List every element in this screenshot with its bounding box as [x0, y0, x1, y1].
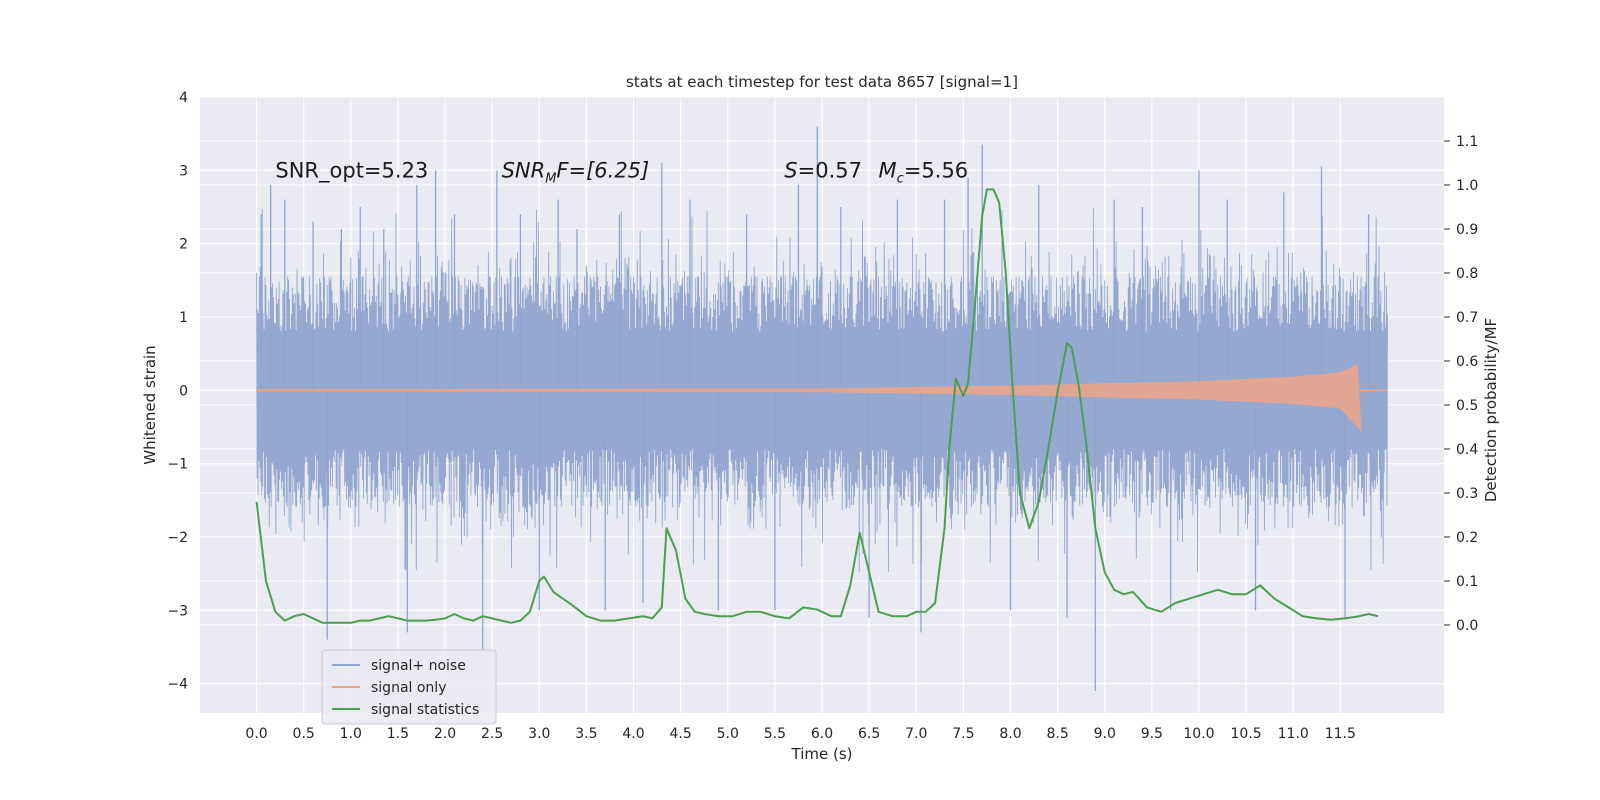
y2-axis-ticks: 0.0 0.1 0.2 0.3 0.4 0.5 0.6 0.7 0.8 0.9 1.0 1.1 — [1444, 134, 1478, 634]
x-tick-label: 7.5 — [952, 726, 974, 742]
y2-tick-label: 0.3 — [1456, 486, 1478, 502]
x-tick-label: 4.5 — [670, 726, 692, 742]
y-tick-label: −4 — [167, 677, 188, 693]
x-tick-label: 1.5 — [387, 726, 409, 742]
x-tick-label: 11.0 — [1278, 726, 1309, 742]
annotation-snr-mf-sub: M — [545, 172, 556, 187]
y-tick-label: 1 — [179, 310, 188, 326]
x-tick-label: 9.5 — [1141, 726, 1163, 742]
annotations: SNR_opt=5.23 SNRMF=[6.25] S=0.57 Mc=5.56 — [275, 159, 968, 187]
x-tick-label: 9.0 — [1094, 726, 1116, 742]
x-tick-label: 8.5 — [1046, 726, 1068, 742]
annotation-s-rest: =0.57 — [798, 159, 862, 183]
y-tick-label: 3 — [179, 163, 188, 179]
series-signal-only — [256, 364, 1362, 432]
x-tick-label: 3.5 — [575, 726, 597, 742]
x-tick-label: 0.5 — [293, 726, 315, 742]
y-tick-label: −3 — [167, 603, 188, 619]
series-signal-noise-spikes — [260, 126, 1370, 691]
x-tick-label: 5.5 — [764, 726, 786, 742]
y2-tick-label: 0.2 — [1456, 530, 1478, 546]
y-tick-label: 0 — [179, 383, 188, 399]
y-tick-label: −2 — [167, 530, 188, 546]
chart-title: stats at each timestep for test data 865… — [626, 73, 1018, 91]
x-tick-label: 10.0 — [1183, 726, 1214, 742]
y2-axis-label: Detection probability/MF — [1482, 318, 1500, 502]
legend-box — [321, 649, 497, 725]
annotation-mc-rest: =5.56 — [904, 159, 968, 183]
annotation-mc-base: M — [879, 159, 897, 183]
x-tick-label: 5.0 — [717, 726, 739, 742]
y-tick-label: 4 — [179, 90, 188, 106]
y2-tick-label: 0.9 — [1456, 222, 1478, 238]
legend-label-signal-noise: signal+ noise — [371, 658, 466, 674]
legend-label-signal-statistics: signal statistics — [371, 702, 479, 718]
x-axis-label: Time (s) — [791, 745, 853, 763]
y2-tick-label: 0.5 — [1456, 398, 1478, 414]
series-layer — [255, 126, 1388, 691]
x-tick-label: 1.0 — [340, 726, 362, 742]
annotation-snr-opt: SNR_opt=5.23 — [275, 159, 428, 184]
x-axis-ticks: 0.0 0.5 1.0 1.5 2.0 2.5 3.0 3.5 4.0 4.5 5.0 5.5 6.0 6… — [245, 726, 1356, 742]
annotation-s-value: S=0.57 — [784, 159, 862, 183]
annotation-snr-mf-base: SNR — [502, 159, 546, 183]
y-axis-ticks: −4 −3 −2 −1 0 1 2 3 4 — [167, 90, 188, 693]
x-tick-label: 3.0 — [528, 726, 550, 742]
y2-tick-label: 1.0 — [1456, 178, 1478, 194]
x-tick-label: 10.5 — [1231, 726, 1262, 742]
x-tick-label: 6.5 — [858, 726, 880, 742]
x-tick-label: 2.5 — [481, 726, 503, 742]
y2-tick-label: 0.6 — [1456, 354, 1478, 370]
annotation-mc-value: Mc=5.56 — [879, 159, 969, 187]
x-tick-label: 2.0 — [434, 726, 456, 742]
annotation-s-base: S — [784, 159, 797, 183]
annotation-snr-mf-f: F=[6.25] — [556, 159, 649, 183]
x-tick-label: 11.5 — [1325, 726, 1356, 742]
y2-tick-label: 0.8 — [1456, 266, 1478, 282]
x-tick-label: 0.0 — [245, 726, 267, 742]
annotation-snr-mf: SNRMF=[6.25] — [502, 159, 650, 187]
y-tick-label: −1 — [167, 457, 188, 473]
y2-tick-label: 0.7 — [1456, 310, 1478, 326]
x-tick-label: 6.0 — [811, 726, 833, 742]
x-tick-label: 7.0 — [905, 726, 927, 742]
series-signal-statistics — [255, 188, 1379, 624]
y2-tick-label: 0.1 — [1456, 574, 1478, 590]
y-tick-label: 2 — [179, 237, 188, 253]
x-tick-label: 8.0 — [999, 726, 1021, 742]
annotation-mc-sub: c — [897, 172, 904, 187]
y2-tick-label: 0.4 — [1456, 442, 1478, 458]
y2-tick-label: 1.1 — [1456, 134, 1478, 150]
legend-label-signal-only: signal only — [371, 680, 446, 696]
x-tick-label: 4.0 — [622, 726, 644, 742]
y2-tick-label: 0.0 — [1456, 618, 1478, 634]
legend: signal+ noise signal only signal statist… — [321, 649, 497, 725]
y-axis-label: Whitened strain — [141, 345, 159, 464]
